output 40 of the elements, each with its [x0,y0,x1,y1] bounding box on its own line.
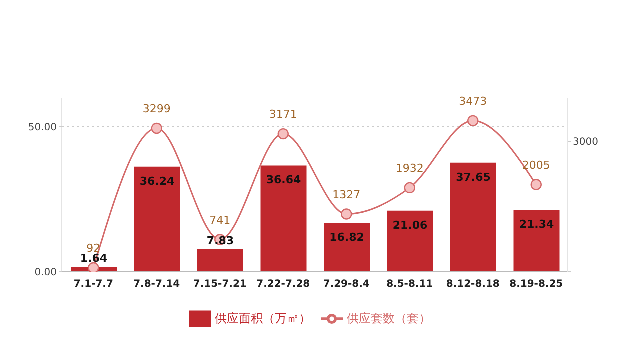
bar [198,249,244,272]
bar [514,210,560,272]
data-label: 21.34 [519,218,554,232]
x-tick-label: 7.15-7.21 [193,279,247,290]
data-label: 2005 [522,158,550,172]
y2-tick-label: 3000 [573,137,598,148]
data-label: 16.82 [330,231,364,244]
bar [387,210,434,272]
data-label: 741 [210,214,231,227]
bar [260,166,307,272]
point [530,179,542,190]
y-tick-label: 50.00 [28,122,57,134]
x-tick-label: 7.8-7.14 [134,279,180,290]
data-label: 37.65 [456,170,491,184]
x-tick-label: 8.5-8.11 [386,279,434,290]
x-tick-label: 8.12-8.18 [446,279,500,290]
bar [134,166,180,272]
point [151,122,162,134]
data-label: 92 [86,242,101,255]
x-tick-label: 7.1-7.7 [74,279,114,290]
point [404,182,416,194]
legend-label: 供应面积（万㎡） [215,311,311,326]
legend-label: 供应套数（套） [347,311,431,326]
data-label: 3299 [142,102,171,116]
x-tick-label: 7.22-7.28 [256,279,310,290]
data-label: 1932 [396,162,424,175]
data-label: 36.24 [140,174,175,188]
data-label: 21.06 [392,218,428,232]
bar [324,223,370,272]
data-label: 36.64 [266,174,302,187]
data-label: 3473 [459,94,488,108]
y-tick-label: 0.00 [34,268,57,279]
x-tick-label: 8.19-8.25 [510,279,564,290]
point [278,128,289,140]
data-label: 1327 [332,188,361,202]
x-tick-label: 7.29-8.4 [323,279,370,290]
point [468,115,479,127]
bar [450,162,496,272]
point [341,208,352,220]
data-label: 3171 [269,108,298,122]
